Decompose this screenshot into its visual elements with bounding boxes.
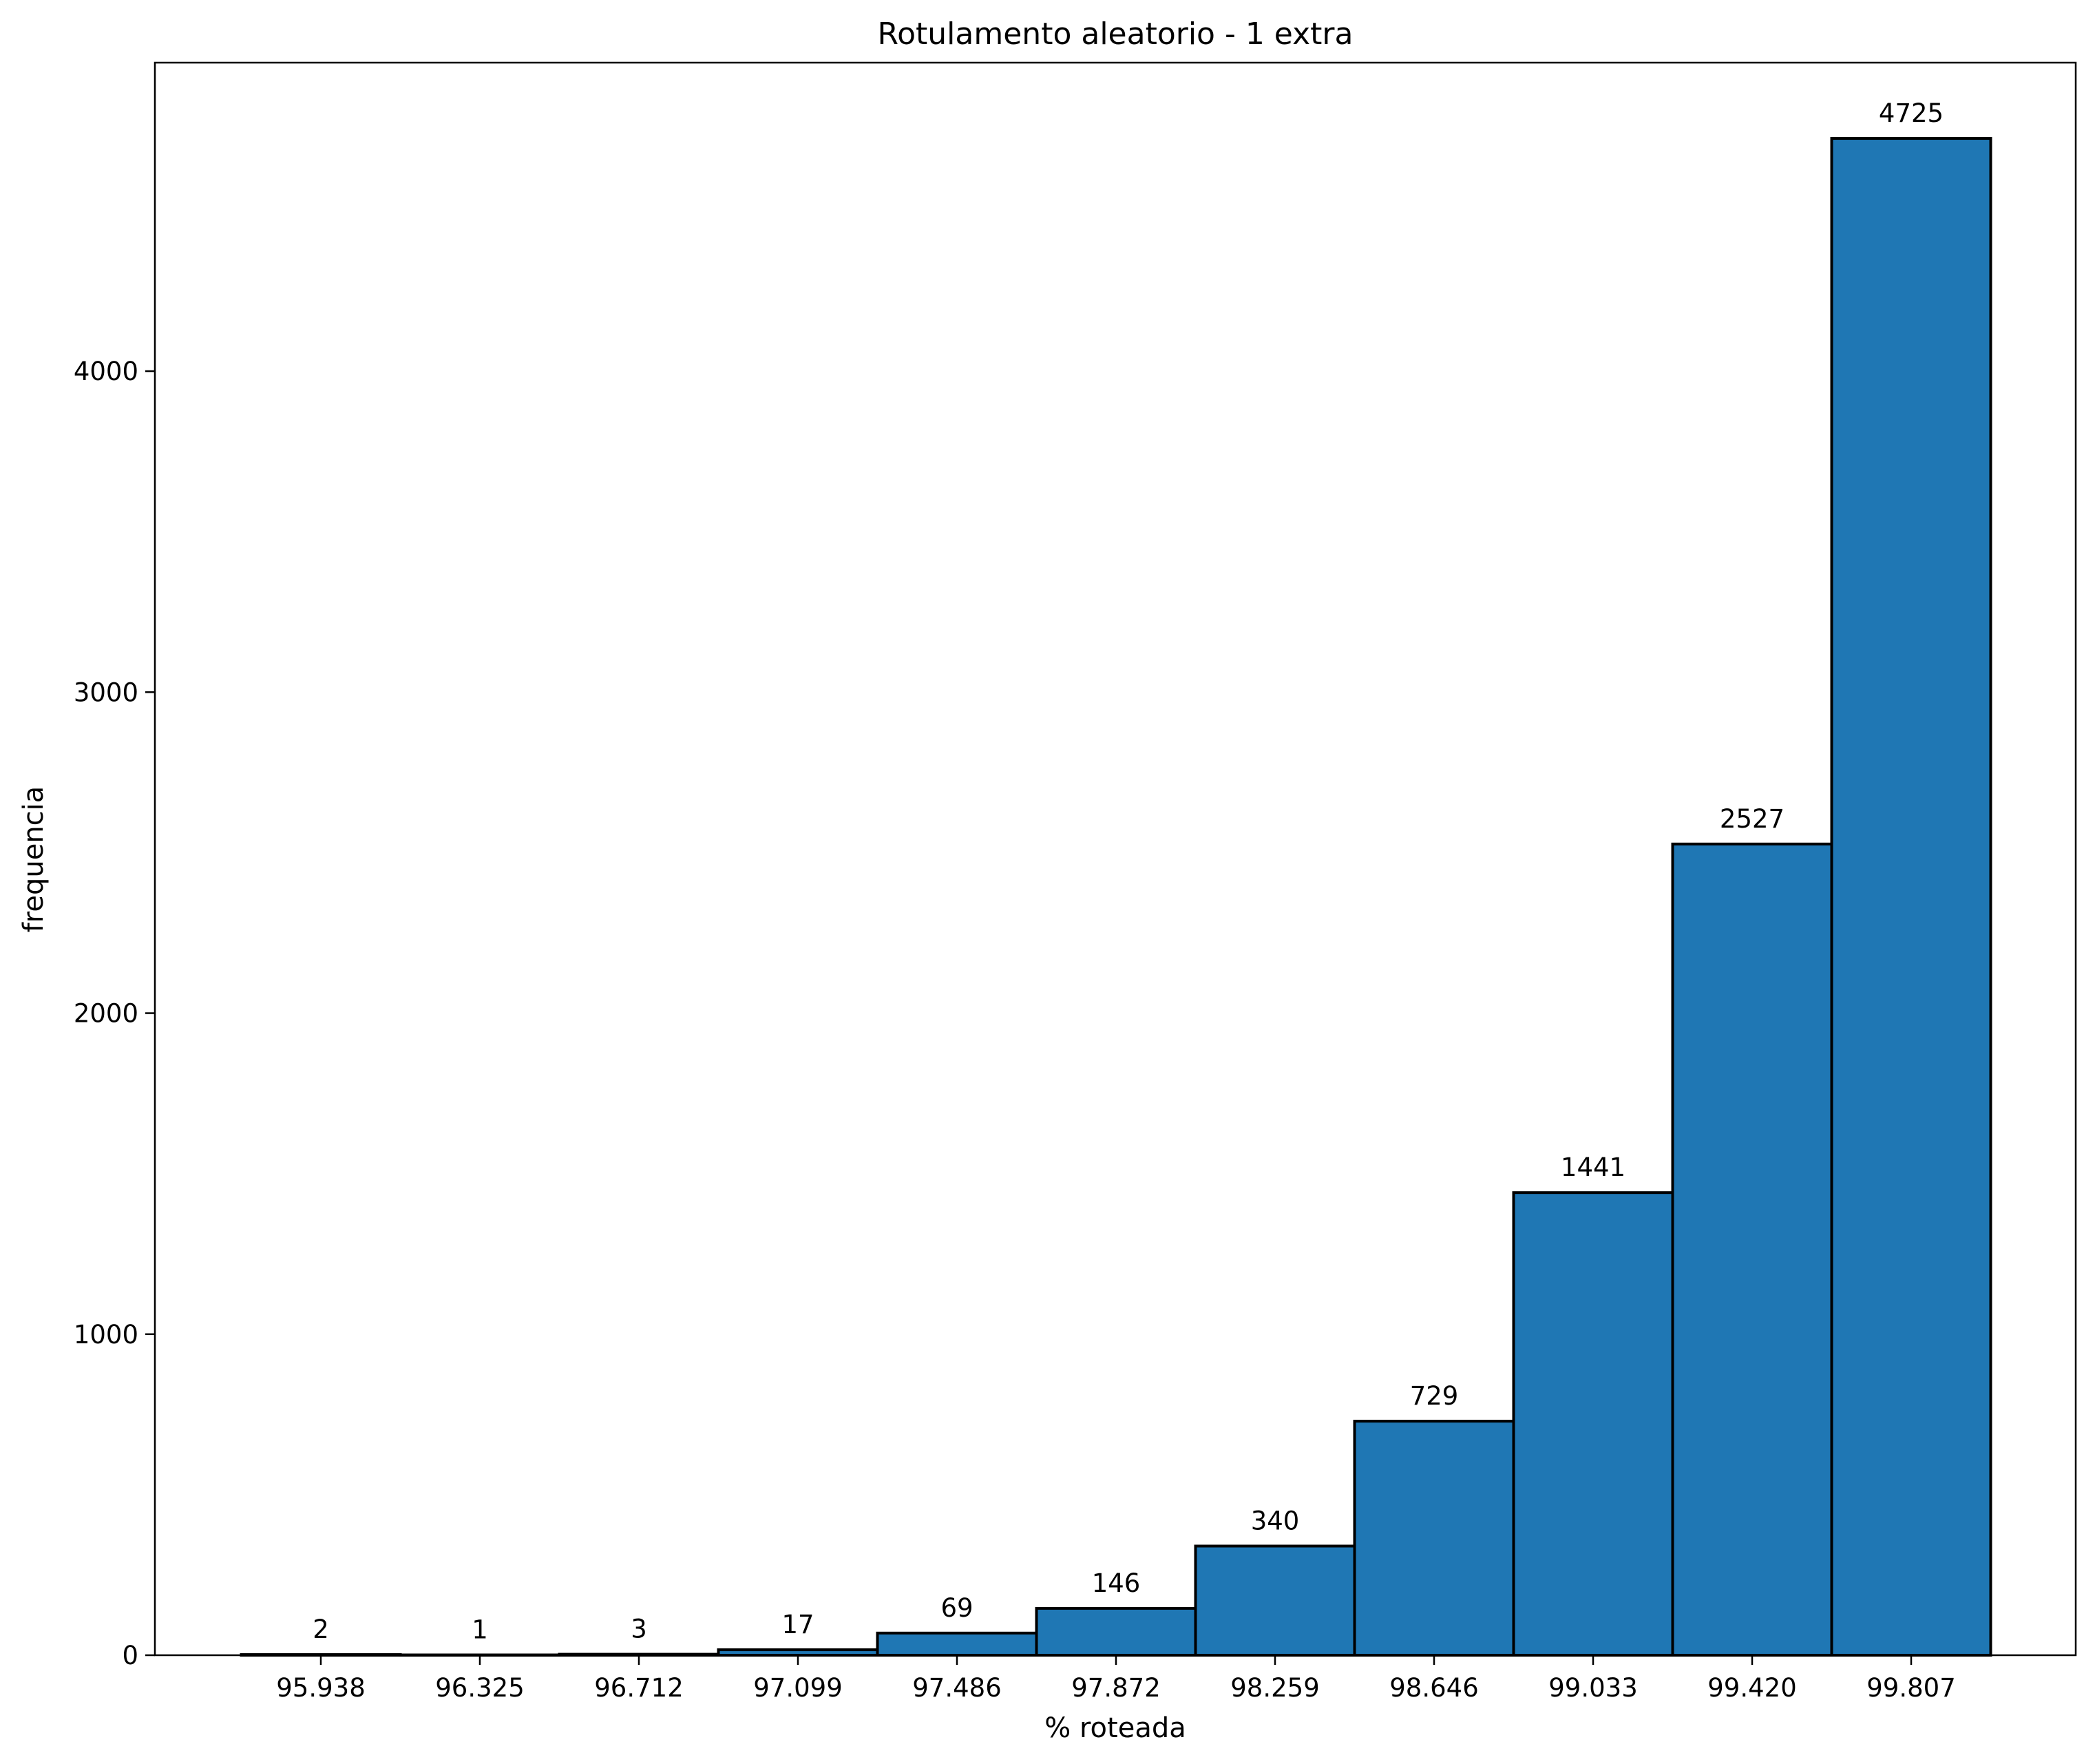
x-tick-label: 96.712 <box>594 1673 683 1703</box>
x-tick-label: 98.646 <box>1389 1673 1478 1703</box>
x-tick-label: 95.938 <box>276 1673 365 1703</box>
histogram-bar <box>1512 1191 1674 1657</box>
bar-value-label: 2 <box>313 1615 329 1644</box>
histogram-bar <box>1671 842 1833 1657</box>
histogram-bar <box>1353 1420 1515 1657</box>
bar-value-label: 729 <box>1410 1381 1459 1411</box>
bar-value-label: 69 <box>940 1593 973 1623</box>
bar-value-label: 146 <box>1092 1568 1141 1598</box>
y-axis-label: frequencia <box>18 786 50 933</box>
bar-value-label: 1441 <box>1561 1153 1625 1182</box>
x-ticks-layer: 95.938 96.325 96.712 97.099 97.486 97.872 98.2… <box>276 1655 1956 1703</box>
y-tick-label: 4000 <box>74 357 138 386</box>
x-tick-label: 97.872 <box>1071 1673 1160 1703</box>
x-tick-label: 99.033 <box>1548 1673 1637 1703</box>
bar-value-label: 17 <box>781 1610 814 1639</box>
y-tick-label: 3000 <box>74 678 138 707</box>
x-tick-label: 99.807 <box>1866 1673 1955 1703</box>
x-tick-label: 97.486 <box>912 1673 1001 1703</box>
y-ticks-layer: 0 1000 2000 3000 4000 <box>74 357 155 1670</box>
chart-title: Rotulamento aleatorio - 1 extra <box>878 17 1354 52</box>
bars-layer <box>240 137 1992 1657</box>
x-axis-label: % roteada <box>1044 1712 1186 1744</box>
histogram-bar <box>876 1631 1038 1657</box>
histogram-bar <box>1194 1544 1356 1657</box>
bar-value-label: 4725 <box>1879 98 1944 128</box>
x-tick-label: 98.259 <box>1230 1673 1319 1703</box>
y-tick-label: 2000 <box>74 999 138 1029</box>
histogram-bar <box>1830 137 1992 1657</box>
x-tick-label: 99.420 <box>1707 1673 1796 1703</box>
y-tick-label: 1000 <box>74 1320 138 1350</box>
bar-labels-layer: 2 1 3 17 69 146 340 729 1441 2527 4725 <box>313 98 1944 1645</box>
bar-value-label: 340 <box>1251 1506 1300 1535</box>
bar-value-label: 2527 <box>1720 804 1785 834</box>
y-tick-label: 0 <box>122 1641 138 1670</box>
x-tick-label: 97.099 <box>753 1673 842 1703</box>
x-tick-label: 96.325 <box>435 1673 524 1703</box>
bar-value-label: 3 <box>631 1615 647 1644</box>
histogram-bar <box>1035 1606 1197 1657</box>
bar-value-label: 1 <box>472 1615 488 1645</box>
